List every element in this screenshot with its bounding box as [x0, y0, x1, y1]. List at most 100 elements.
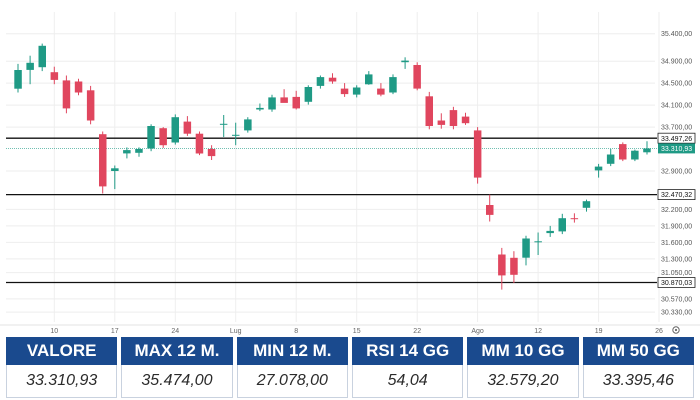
candle-up: [256, 107, 264, 110]
gear-hub: [674, 328, 678, 332]
candle-down: [437, 120, 446, 125]
candle-down: [328, 77, 337, 82]
level-price-tag: [657, 277, 696, 288]
stat-valore: VALORE 33.310,93: [6, 337, 118, 399]
candle-down: [570, 218, 579, 220]
stat-label: RSI 14 GG: [352, 337, 464, 365]
x-axis: 10 17 24 Lug 8 15 22 Ago 12 19 26: [0, 324, 700, 335]
levels-layer: 33.497,26 32.470,32 30.870,03 33.310,93: [6, 132, 696, 288]
candle-down: [461, 116, 470, 124]
candle-up: [232, 134, 240, 136]
candle-up: [582, 201, 591, 208]
candle-up: [401, 60, 409, 63]
candle-up: [558, 218, 566, 232]
stat-label: MM 10 GG: [467, 337, 579, 365]
x-tick-label: 17: [111, 328, 119, 335]
y-tick-label: 32.200,00: [661, 207, 692, 214]
current-price-label: 33.310,93: [661, 146, 692, 153]
x-tick-label: 22: [413, 328, 421, 335]
gear-outer: [672, 326, 680, 334]
stat-label: MM 50 GG: [582, 337, 694, 365]
stat-mm-50gg: MM 50 GG 33.395,46: [582, 337, 694, 399]
stat-value: 35.474,00: [121, 365, 233, 398]
candle-down: [183, 121, 192, 134]
candle-down: [340, 88, 349, 95]
candle-down: [425, 96, 433, 126]
y-tick-label: 30.570,00: [661, 296, 692, 303]
y-tick-label: 31.050,00: [661, 270, 692, 277]
y-axis: 35.400,00 34.900,00 34.500,00 34.100,00 33.7…: [661, 31, 692, 316]
stat-min-12m: MIN 12 M. 27.078,00: [236, 337, 348, 399]
candle-up: [534, 241, 542, 243]
candle-up: [606, 154, 615, 164]
candle-down: [62, 80, 71, 109]
candle-down: [99, 134, 107, 187]
candle-down: [74, 81, 83, 93]
candle-up: [546, 230, 554, 234]
y-tick-label: 30.330,00: [661, 310, 692, 317]
candle-up: [631, 150, 639, 160]
candle-up: [147, 126, 155, 149]
candle-up: [38, 45, 46, 68]
y-tick-label: 31.900,00: [661, 223, 692, 230]
candle-down: [50, 72, 59, 80]
candle-up: [14, 70, 22, 89]
candle-down: [86, 90, 95, 121]
candle-down: [486, 205, 494, 215]
candle-up: [171, 117, 179, 143]
x-tick-label: 15: [353, 328, 361, 335]
y-tick-label: 34.100,00: [661, 103, 692, 110]
candle-up: [389, 77, 397, 93]
candle-up: [123, 150, 131, 154]
candle-up: [316, 77, 325, 86]
stat-value: 33.395,46: [582, 365, 694, 398]
level-price-label: 33.497,26: [661, 136, 692, 143]
gear-icon: [672, 326, 680, 334]
candle-up: [304, 87, 313, 102]
candle-up: [365, 74, 373, 85]
x-tick-label: 12: [534, 328, 542, 335]
candle-down: [280, 97, 288, 103]
candle-down: [619, 144, 627, 160]
y-tick-label: 31.300,00: [661, 256, 692, 263]
x-tick-label: 26: [655, 328, 663, 335]
candle-up: [244, 119, 252, 131]
level-price-tag: [657, 132, 696, 144]
stat-max-12m: MAX 12 M. 35.474,00: [121, 337, 233, 399]
stat-label: MIN 12 M.: [236, 337, 348, 365]
candle-down: [195, 133, 204, 154]
stat-value: 33.310,93: [6, 365, 118, 398]
x-tick-label: 8: [294, 328, 298, 335]
candles-layer: [14, 43, 651, 290]
chart-background: [0, 0, 700, 335]
candle-down: [473, 130, 482, 178]
candle-down: [449, 110, 458, 126]
candle-down: [498, 254, 506, 276]
candle-up: [135, 149, 143, 153]
x-tick-label: 24: [171, 328, 179, 335]
current-price-tag: [658, 143, 695, 154]
candle-down: [377, 88, 385, 95]
candle-up: [643, 148, 651, 153]
candle-up: [352, 87, 361, 95]
grid-layer: [0, 0, 700, 335]
stat-label: MAX 12 M.: [121, 337, 233, 365]
y-tick-label: 34.900,00: [661, 59, 692, 66]
candle-down: [207, 149, 216, 157]
candlestick-chart: 33.497,26 32.470,32 30.870,03 33.310,93 35.…: [0, 0, 700, 335]
candle-up: [594, 166, 603, 171]
level-price-label: 32.470,32: [661, 192, 692, 199]
candle-down: [510, 257, 518, 275]
y-tick-label: 31.600,00: [661, 240, 692, 247]
stat-value: 32.579,20: [467, 365, 579, 398]
candle-up: [522, 238, 530, 258]
y-tick-label: 32.900,00: [661, 169, 692, 176]
candle-down: [413, 65, 421, 89]
x-tick-label: 19: [595, 328, 603, 335]
stat-mm-10gg: MM 10 GG 32.579,20: [467, 337, 579, 399]
candle-up: [111, 168, 119, 171]
x-tick-label: Lug: [230, 328, 242, 335]
candle-down: [159, 128, 167, 146]
y-tick-label: 34.500,00: [661, 81, 692, 88]
stat-label: VALORE: [6, 337, 118, 365]
